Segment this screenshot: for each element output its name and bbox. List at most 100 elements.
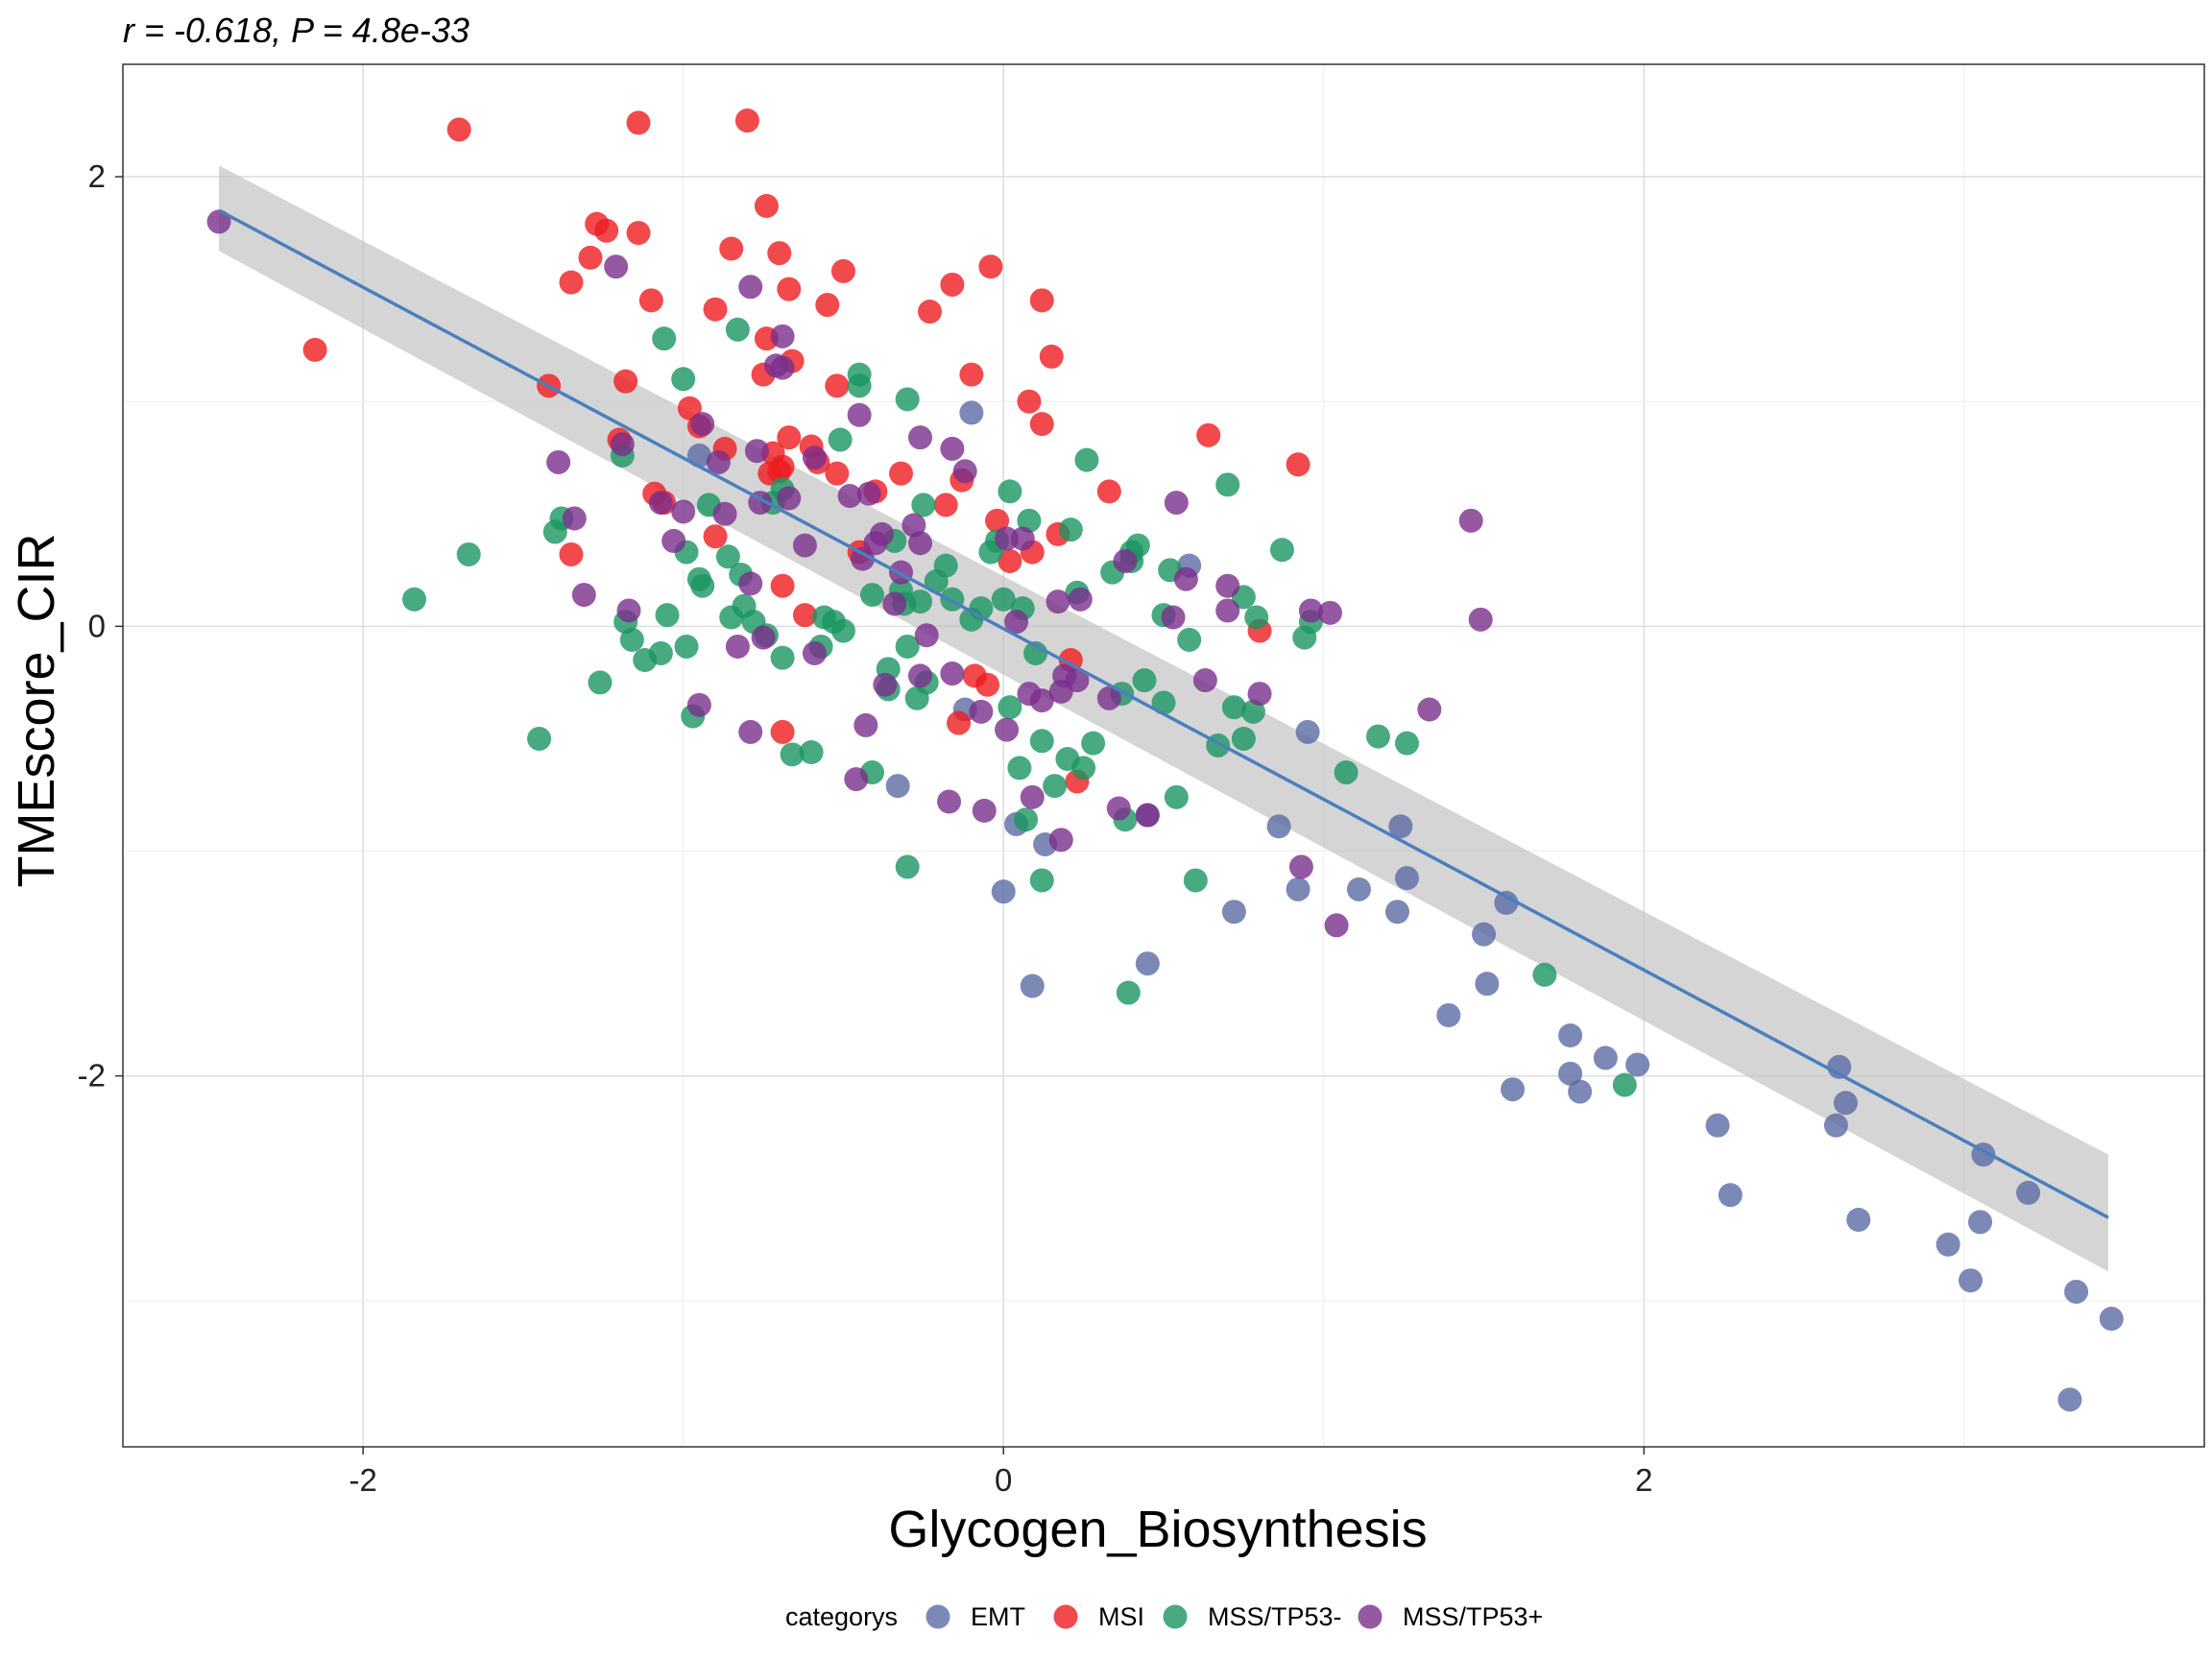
data-point-msi — [777, 425, 802, 450]
data-point-mss-tp53 — [1046, 589, 1070, 614]
data-point-mss-tp53 — [940, 661, 965, 686]
data-point-msi — [770, 719, 795, 744]
data-point-mss-tp53 — [792, 533, 817, 558]
data-point-mss-tp53 — [1043, 774, 1068, 799]
data-point-mss-tp53 — [777, 486, 802, 511]
data-point-mss-tp53 — [952, 459, 977, 484]
data-point-mss-tp53 — [1096, 685, 1121, 710]
data-point-emt — [1286, 877, 1310, 902]
data-point-mss-tp53 — [1081, 731, 1106, 756]
data-point-mss-tp53 — [1215, 472, 1240, 497]
data-point-mss-tp53 — [671, 499, 696, 524]
data-point-emt — [1568, 1079, 1593, 1104]
data-point-mss-tp53 — [854, 712, 878, 737]
data-point-msi — [815, 293, 840, 318]
data-point-mss-tp53 — [1113, 548, 1138, 573]
data-point-mss-tp53 — [770, 355, 795, 380]
data-point-mss-tp53 — [1244, 605, 1269, 630]
data-point-mss-tp53 — [738, 275, 763, 300]
data-point-mss-tp53 — [908, 663, 933, 688]
data-point-emt — [1501, 1077, 1526, 1102]
x-axis-ticks: -2 0 2 — [349, 1447, 1652, 1498]
data-point-mss-tp53 — [744, 439, 769, 464]
data-point-emt — [991, 879, 1016, 904]
data-point-mss-tp53 — [725, 634, 750, 659]
data-point-mss-tp53 — [933, 553, 958, 578]
data-point-msi — [1017, 389, 1042, 414]
data-point-mss-tp53 — [1192, 668, 1217, 693]
data-point-mss-tp53 — [895, 387, 920, 412]
data-point-mss-tp53 — [847, 373, 872, 398]
data-point-mss-tp53 — [1468, 607, 1493, 632]
data-point-msi — [559, 270, 584, 295]
data-point-mss-tp53 — [1058, 517, 1083, 542]
data-point-msi — [933, 493, 958, 517]
data-point-msi — [613, 369, 638, 394]
data-point-mss-tp53 — [1065, 668, 1090, 693]
data-point-mss-tp53 — [690, 573, 715, 598]
data-point-mss-tp53 — [859, 583, 884, 608]
legend-label-emt: EMT — [971, 1602, 1025, 1631]
data-point-mss-tp53 — [908, 589, 933, 614]
data-point-mss-tp53 — [995, 717, 1020, 742]
data-point-mss-tp53 — [1317, 600, 1342, 625]
panel-border — [122, 63, 2205, 1448]
data-point-mss-tp53 — [847, 402, 872, 427]
chart-subtitle: r = -0.618, P = 4.8e-33 — [123, 11, 469, 50]
data-point-mss-tp53 — [751, 625, 776, 650]
data-point-msi — [947, 710, 972, 735]
data-point-msi — [888, 461, 913, 486]
data-point-mss-tp53 — [908, 531, 933, 556]
data-point-mss-tp53 — [998, 479, 1022, 504]
data-point-msi — [770, 573, 795, 598]
data-point-mss-tp53 — [1173, 566, 1198, 591]
data-point-msi — [825, 373, 850, 398]
data-point-mss-tp53 — [1288, 854, 1313, 879]
data-point-emt — [1846, 1208, 1871, 1233]
data-point-mss-tp53 — [1215, 598, 1240, 623]
data-point-mss-tp53 — [937, 789, 962, 814]
legend-label-mss-tp53: MSS/TP53- — [1208, 1602, 1342, 1631]
data-point-msi — [918, 300, 943, 325]
y-tick-label: -2 — [78, 1058, 106, 1094]
data-point-mss-tp53 — [911, 493, 936, 517]
data-point-msi — [719, 236, 744, 261]
data-point-emt — [1020, 974, 1045, 998]
data-point-mss-tp53 — [571, 583, 596, 608]
data-point-mss-tp53 — [1029, 868, 1054, 893]
data-point-msi — [975, 672, 1000, 697]
data-point-mss-tp53 — [671, 367, 696, 392]
data-point-mss-tp53 — [738, 571, 763, 596]
data-point-mss-tp53 — [655, 603, 680, 628]
data-point-msi — [703, 524, 728, 549]
data-point-emt — [1558, 1023, 1583, 1048]
data-point-mss-tp53 — [1183, 868, 1208, 893]
data-point-msi — [734, 108, 759, 133]
data-point-mss-tp53 — [619, 627, 644, 652]
data-point-mss-tp53 — [969, 699, 994, 724]
y-axis-title: TMEscore_CIR — [8, 533, 65, 887]
y-tick-label: 0 — [88, 608, 106, 643]
data-point-mss-tp53 — [1417, 697, 1442, 722]
data-point-mss-tp53 — [972, 798, 997, 823]
data-point-msi — [767, 241, 792, 266]
data-point-mss-tp53 — [780, 742, 805, 767]
data-point-mss-tp53 — [844, 767, 869, 792]
data-point-emt — [1833, 1091, 1858, 1116]
data-point-msi — [1286, 452, 1310, 477]
data-point-emt — [1472, 922, 1497, 947]
data-point-mss-tp53 — [1164, 491, 1189, 516]
data-point-emt — [2064, 1279, 2089, 1304]
data-point-emt — [1936, 1232, 1960, 1257]
data-point-msi — [626, 221, 651, 246]
data-point-mss-tp53 — [1324, 913, 1349, 938]
data-point-mss-tp53 — [1231, 726, 1256, 751]
data-point-emt — [1384, 900, 1409, 925]
data-point-mss-tp53 — [895, 854, 920, 879]
data-point-msi — [1096, 479, 1121, 504]
data-point-msi — [830, 258, 855, 283]
data-point-mss-tp53 — [1010, 526, 1035, 551]
data-point-mss-tp53 — [1612, 1072, 1637, 1097]
data-point-emt — [1135, 951, 1160, 976]
data-point-msi — [1029, 288, 1054, 313]
